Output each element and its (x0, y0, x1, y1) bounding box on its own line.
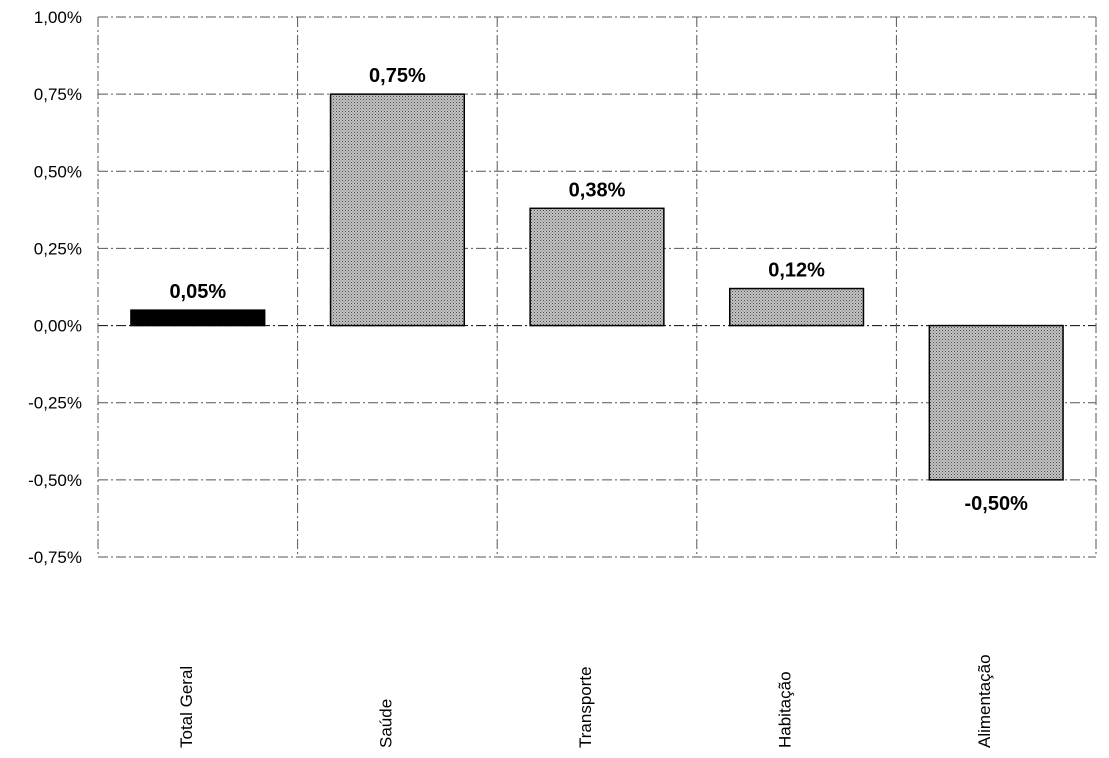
y-tick-label: 0,75% (34, 85, 82, 104)
bars (130, 93, 1064, 481)
bar-sa-de (329, 93, 466, 327)
bar-total-geral (130, 309, 266, 327)
x-tick-label: Total Geral (177, 666, 196, 748)
data-label: 0,38% (569, 179, 626, 201)
data-labels: 0,05% 0,75% 0,38% 0,12% -0,50% (169, 65, 1028, 515)
y-tick-label: 0,00% (34, 317, 82, 336)
data-label: 0,75% (369, 65, 426, 87)
y-tick-label: 0,25% (34, 239, 82, 258)
data-label: 0,12% (768, 260, 825, 282)
x-tick-label: Alimentação (975, 654, 994, 748)
x-axis: Total Geral Saúde Transporte Habitação Alime… (177, 654, 994, 748)
bar-alimenta-o (928, 324, 1064, 481)
y-axis: 1,00% 0,75% 0,50% 0,25% 0,00% -0,25% -0,50% -0,… (28, 8, 82, 567)
y-tick-label: 0,50% (34, 162, 82, 181)
data-label: -0,50% (965, 493, 1029, 515)
y-tick-label: -0,75% (28, 548, 82, 567)
x-tick-label: Habitação (776, 671, 795, 748)
data-label: 0,05% (169, 281, 226, 303)
bar-habita-o (728, 287, 865, 327)
y-tick-label: -0,50% (28, 471, 82, 490)
x-tick-label: Transporte (576, 666, 595, 748)
y-tick-label: -0,25% (28, 394, 82, 413)
bar-transporte (529, 207, 665, 327)
x-tick-label: Saúde (376, 699, 395, 748)
y-tick-label: 1,00% (34, 8, 82, 27)
